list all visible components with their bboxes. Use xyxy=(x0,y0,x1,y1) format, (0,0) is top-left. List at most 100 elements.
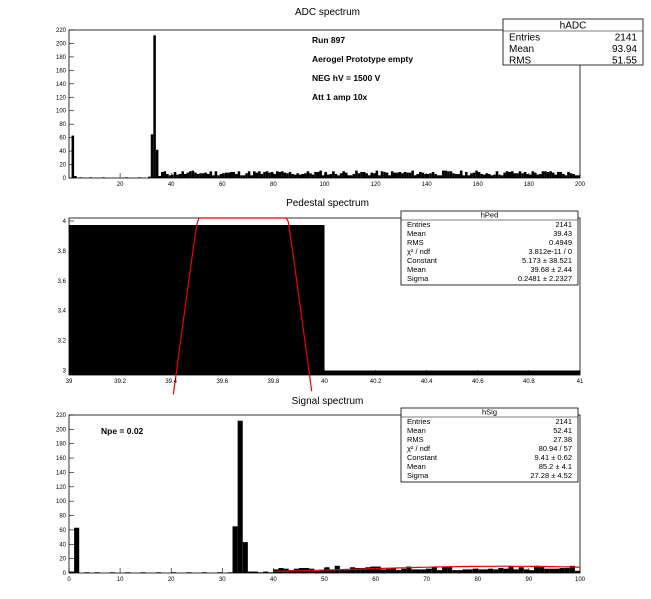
bar xyxy=(375,566,381,573)
bar xyxy=(240,175,243,178)
stats-value: 2141 xyxy=(555,220,572,229)
bar xyxy=(344,172,348,178)
bar xyxy=(214,171,218,178)
annotation: Att 1 amp 10x xyxy=(312,92,368,102)
stats-value: 2141 xyxy=(555,417,572,426)
bar xyxy=(406,172,409,178)
bar xyxy=(406,566,412,573)
bar xyxy=(252,571,259,573)
bar xyxy=(160,171,164,178)
bar xyxy=(293,174,297,178)
bar xyxy=(201,572,207,573)
bar xyxy=(235,173,238,178)
stats-label: RMS xyxy=(509,56,532,67)
x-tick-label: 0 xyxy=(67,577,71,583)
bar xyxy=(137,177,141,178)
bar xyxy=(201,173,205,178)
bar xyxy=(365,567,371,573)
bar xyxy=(426,568,432,573)
bar xyxy=(301,173,305,178)
bar xyxy=(222,173,225,178)
bar xyxy=(541,171,545,178)
bar xyxy=(526,173,529,178)
bar xyxy=(447,566,453,573)
stats-label: Mean xyxy=(407,229,426,238)
chart-title: ADC spectrum xyxy=(295,7,360,18)
bar xyxy=(273,173,276,178)
x-tick-label: 70 xyxy=(423,577,430,583)
bar xyxy=(508,566,514,573)
bar xyxy=(247,171,251,178)
y-tick-label: 3.8 xyxy=(58,249,67,255)
bar xyxy=(452,173,455,178)
x-tick-label: 200 xyxy=(575,182,586,188)
annotation: Npe = 0.02 xyxy=(101,426,144,436)
bar xyxy=(125,177,128,178)
bar xyxy=(283,172,287,178)
y-axis: 0 20 40 60 80 100 120 140 160 180 200 220 xyxy=(56,413,74,577)
bar xyxy=(521,173,524,178)
bar xyxy=(304,173,307,178)
bar xyxy=(324,171,328,178)
bar xyxy=(319,170,322,178)
bar xyxy=(316,171,320,178)
bar xyxy=(393,172,397,178)
bar xyxy=(436,175,440,178)
bar xyxy=(416,569,422,573)
stats-label: χ² / ndf xyxy=(407,444,431,453)
x-tick-label: 39.8 xyxy=(268,379,280,385)
bar xyxy=(288,171,292,178)
bar xyxy=(472,172,476,178)
bar xyxy=(539,173,542,178)
x-axis: 20 40 60 80 100 120 140 160 180 200 xyxy=(117,173,586,188)
bar xyxy=(199,173,202,178)
y-tick-label: 3.4 xyxy=(58,309,67,315)
bar xyxy=(350,567,356,573)
bar xyxy=(224,172,228,178)
bar xyxy=(490,175,494,178)
x-tick-label: 20 xyxy=(117,182,124,188)
bar xyxy=(268,172,271,178)
bar xyxy=(344,570,351,573)
bar xyxy=(380,171,384,178)
bar xyxy=(485,173,489,178)
bar xyxy=(260,173,264,178)
stats-value: 0.4949 xyxy=(549,238,572,247)
bar xyxy=(155,149,159,178)
y-tick-label: 180 xyxy=(56,55,67,61)
x-tick-label: 60 xyxy=(219,182,226,188)
bar xyxy=(557,171,560,178)
bar xyxy=(355,170,358,178)
bar xyxy=(242,175,246,178)
bar xyxy=(339,570,345,573)
bar xyxy=(360,567,366,573)
bar xyxy=(337,175,340,178)
bar xyxy=(339,173,343,178)
bar xyxy=(477,569,483,573)
y-tick-label: 4 xyxy=(63,219,67,225)
bar xyxy=(186,572,192,573)
bar xyxy=(219,173,223,178)
x-tick-label: 30 xyxy=(219,577,226,583)
stats-label: Constant xyxy=(407,256,438,265)
x-tick-label: 80 xyxy=(474,577,481,583)
bar xyxy=(403,171,407,178)
y-tick-label: 20 xyxy=(59,557,66,563)
bar xyxy=(232,171,236,178)
bar xyxy=(419,171,422,178)
bar xyxy=(442,170,445,178)
x-tick-label: 100 xyxy=(319,182,330,188)
bar xyxy=(237,171,241,178)
stats-value: 27.28 ± 4.52 xyxy=(530,471,572,480)
bar xyxy=(296,173,299,178)
bar xyxy=(396,570,402,573)
stats-label: χ² / ndf xyxy=(407,247,431,256)
bar xyxy=(457,173,460,178)
bar xyxy=(572,173,575,178)
y-tick-label: 3.6 xyxy=(58,279,67,285)
bar xyxy=(186,172,190,178)
bar xyxy=(327,174,330,178)
bar xyxy=(278,171,282,178)
bar xyxy=(549,568,555,573)
